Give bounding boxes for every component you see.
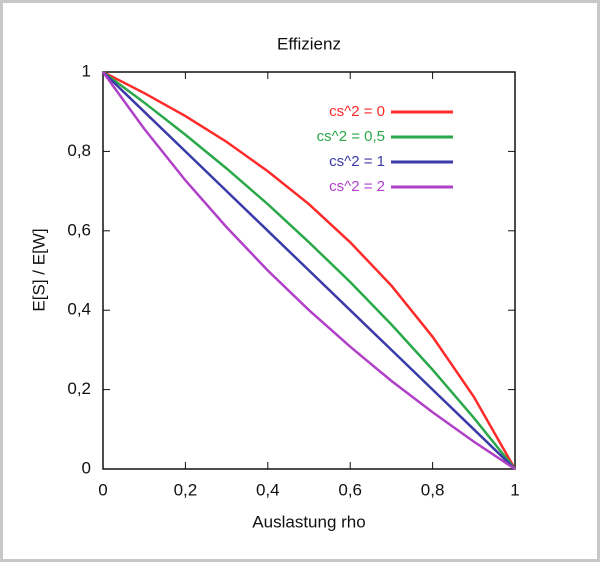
legend-label: cs^2 = 2 (329, 178, 385, 195)
legend-label: cs^2 = 1 (329, 153, 385, 170)
x-tick-label: 0,6 (338, 480, 362, 499)
y-tick-label: 1 (82, 61, 91, 80)
y-tick-label: 0,6 (67, 220, 91, 239)
x-tick-label: 0,2 (174, 480, 198, 499)
line-series (101, 71, 516, 471)
plot-frame (102, 71, 516, 470)
chart-title: Effizienz (277, 34, 341, 53)
y-tick-label: 0,8 (67, 141, 91, 160)
x-axis-label: Auslastung rho (252, 512, 365, 531)
x-tick-label: 0 (98, 480, 107, 499)
x-tick-label: 0,4 (256, 480, 280, 499)
line-series (102, 71, 516, 470)
x-tick-label: 1 (510, 480, 519, 499)
line-series (102, 70, 517, 470)
legend-label: cs^2 = 0,5 (317, 128, 385, 145)
y-tick-label: 0,2 (67, 379, 91, 398)
x-tick-label: 0,8 (421, 480, 445, 499)
y-axis-label: E[S] / E[W] (29, 228, 48, 311)
line-series (102, 70, 516, 470)
y-tick-label: 0 (82, 458, 91, 477)
y-tick-label: 0,4 (67, 300, 91, 319)
legend-label: cs^2 = 0 (329, 103, 385, 120)
